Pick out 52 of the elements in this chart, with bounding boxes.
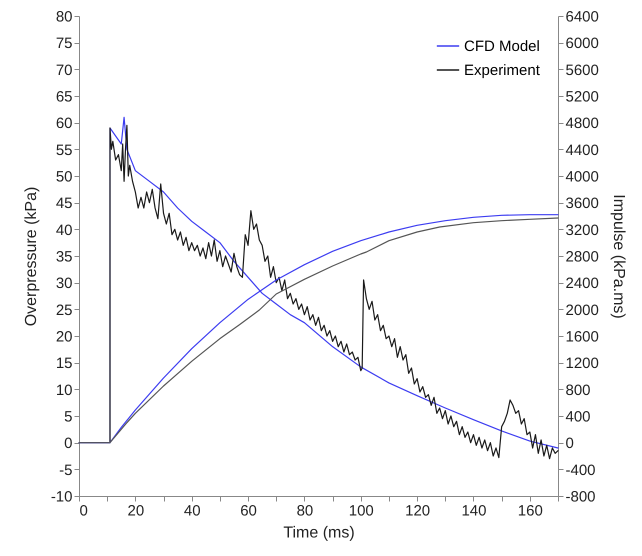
x-tick-label: 160 bbox=[518, 502, 543, 520]
y2-tick-label: 2400 bbox=[566, 275, 599, 292]
y2-tick-label: 1600 bbox=[566, 328, 599, 346]
y2-tick-label: 1200 bbox=[566, 355, 599, 372]
y-tick-label: 80 bbox=[56, 8, 72, 26]
y2-tick-label: 4000 bbox=[566, 168, 599, 186]
y2-tick-label: 4800 bbox=[566, 115, 599, 132]
y-tick-label: 45 bbox=[56, 195, 72, 212]
y2-tick-label: 4400 bbox=[566, 142, 599, 159]
y-tick-label: 5 bbox=[64, 408, 72, 426]
y2-tick-label: -400 bbox=[566, 462, 596, 479]
y-tick-label: 55 bbox=[56, 142, 72, 159]
y2-tick-label: 400 bbox=[566, 408, 591, 426]
legend-label: Experiment bbox=[464, 62, 541, 79]
y2-tick-label: -800 bbox=[566, 488, 596, 506]
y-tick-label: -10 bbox=[50, 488, 72, 506]
y2-tick-label: 2000 bbox=[566, 302, 599, 319]
y-tick-label: 75 bbox=[56, 35, 72, 52]
x-axis-title: Time (ms) bbox=[283, 524, 355, 542]
y-tick-label: 25 bbox=[56, 302, 72, 319]
y2-tick-label: 5200 bbox=[566, 88, 599, 106]
y2-tick-label: 6400 bbox=[566, 8, 599, 26]
y-tick-label: 20 bbox=[56, 328, 72, 346]
y-tick-label: 50 bbox=[56, 168, 72, 186]
y2-tick-label: 800 bbox=[566, 382, 591, 399]
legend-label: CFD Model bbox=[464, 38, 540, 55]
y2-tick-label: 6000 bbox=[566, 35, 599, 52]
y-tick-label: 10 bbox=[56, 382, 72, 399]
y-tick-label: 35 bbox=[56, 248, 72, 266]
y-tick-label: 40 bbox=[56, 222, 72, 239]
y2-tick-label: 5600 bbox=[566, 62, 599, 79]
y2-tick-label: 2800 bbox=[566, 248, 599, 266]
y2-axis-title: Impulse (kPa.ms) bbox=[610, 194, 627, 319]
x-tick-label: 40 bbox=[184, 502, 201, 520]
x-tick-label: 120 bbox=[405, 502, 430, 520]
y2-tick-label: 3200 bbox=[566, 222, 599, 239]
x-tick-label: 100 bbox=[348, 502, 374, 520]
y2-tick-label: 0 bbox=[566, 435, 574, 452]
y-tick-label: 0 bbox=[64, 435, 72, 452]
y-tick-label: 15 bbox=[56, 355, 72, 372]
y-tick-label: -5 bbox=[59, 462, 72, 479]
y2-tick-label: 3600 bbox=[566, 195, 599, 212]
y-tick-label: 60 bbox=[56, 115, 72, 132]
x-tick-label: 80 bbox=[296, 502, 314, 520]
x-tick-label: 20 bbox=[128, 502, 144, 520]
y-tick-label: 30 bbox=[56, 275, 72, 292]
x-tick-label: 140 bbox=[461, 502, 486, 520]
y-tick-label: 70 bbox=[56, 62, 72, 79]
y-tick-label: 65 bbox=[56, 88, 72, 106]
x-tick-label: 0 bbox=[80, 502, 88, 520]
x-tick-label: 60 bbox=[240, 502, 257, 520]
y-axis-title: Overpressure (kPa) bbox=[22, 186, 40, 326]
